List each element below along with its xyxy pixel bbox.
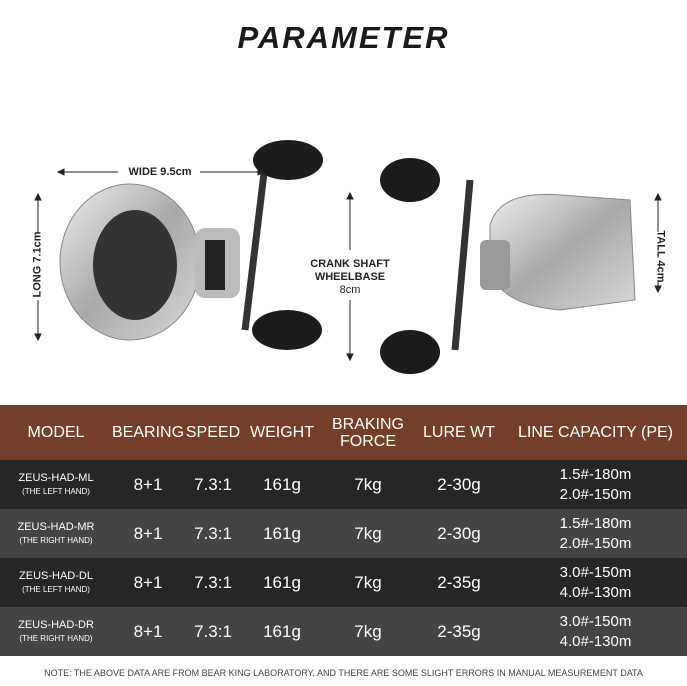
- length-label: LONG 7.1cm: [31, 231, 44, 298]
- bearing-cell: 8+1: [133, 572, 163, 592]
- capacity-line1: 3.0#-150m: [559, 563, 632, 581]
- weight-cell: 161g: [263, 523, 301, 543]
- speed-cell: 7.3:1: [194, 621, 232, 641]
- table-row: ZEUS-HAD-DL (THE LEFT HAND) 8+1 7.3:1 161…: [0, 558, 687, 607]
- model-cell: ZEUS-HAD-ML (THE LEFT HAND): [0, 472, 112, 498]
- lure-cell: 2-35g: [437, 572, 481, 592]
- model-name: ZEUS-HAD-ML: [18, 471, 94, 484]
- capacity-cell: 1.5#-180m 2.0#-150m: [504, 465, 687, 505]
- speed-cell: 7.3:1: [194, 572, 232, 592]
- braking-cell: 7kg: [354, 572, 382, 592]
- braking-cell: 7kg: [354, 523, 382, 543]
- crank-line1: CRANK SHAFT: [310, 258, 390, 270]
- tall-label: TALL 4cm: [654, 230, 667, 283]
- weight-cell: 161g: [263, 474, 301, 494]
- speed-cell: 7.3:1: [194, 523, 232, 543]
- header-model: MODEL: [27, 424, 85, 441]
- model-name: ZEUS-HAD-DR: [18, 618, 94, 631]
- model-cell: ZEUS-HAD-MR (THE RIGHT HAND): [0, 521, 112, 547]
- table-row: ZEUS-HAD-MR (THE RIGHT HAND) 8+1 7.3:1 16…: [0, 509, 687, 558]
- crank-value: 8cm: [339, 284, 361, 296]
- reel-side-view: [59, 140, 323, 350]
- capacity-line2: 2.0#-150m: [559, 485, 632, 503]
- model-name: ZEUS-HAD-MR: [17, 520, 95, 533]
- spec-table: MODEL BEARING SPEED WEIGHT BRAKING FORCE…: [0, 405, 687, 656]
- bearing-cell: 8+1: [133, 621, 163, 641]
- header-weight: WEIGHT: [250, 424, 314, 441]
- capacity-cell: 3.0#-150m 4.0#-130m: [504, 612, 687, 652]
- capacity-line2: 4.0#-130m: [559, 583, 632, 601]
- model-cell: ZEUS-HAD-DL (THE LEFT HAND): [0, 570, 112, 596]
- crank-line2: WHEELBASE: [314, 271, 386, 283]
- weight-cell: 161g: [263, 572, 301, 592]
- dimension-lines: [34, 168, 662, 362]
- table-row: ZEUS-HAD-ML (THE LEFT HAND) 8+1 7.3:1 161…: [0, 460, 687, 509]
- footnote: NOTE: THE ABOVE DATA ARE FROM BEAR KING …: [44, 668, 643, 678]
- capacity-line1: 1.5#-180m: [559, 514, 632, 532]
- model-name: ZEUS-HAD-DL: [19, 569, 93, 582]
- crank-label: CRANK SHAFT WHEELBASE 8cm: [300, 258, 400, 297]
- lure-cell: 2-35g: [437, 621, 481, 641]
- page-title: PARAMETER: [237, 20, 450, 55]
- model-cell: ZEUS-HAD-DR (THE RIGHT HAND): [0, 619, 112, 645]
- capacity-line1: 3.0#-150m: [559, 612, 632, 630]
- lure-cell: 2-30g: [437, 523, 481, 543]
- capacity-line2: 4.0#-130m: [559, 632, 632, 650]
- reel-illustration: [34, 140, 662, 374]
- bearing-cell: 8+1: [133, 474, 163, 494]
- speed-cell: 7.3:1: [194, 474, 232, 494]
- header-bearing: BEARING: [112, 424, 185, 441]
- table-header: MODEL BEARING SPEED WEIGHT BRAKING FORCE…: [0, 405, 687, 460]
- bearing-cell: 8+1: [133, 523, 163, 543]
- width-label: WIDE 9.5cm: [128, 166, 192, 178]
- header-braking: BRAKING FORCE: [331, 415, 404, 450]
- header-speed: SPEED: [185, 424, 241, 441]
- table-row: ZEUS-HAD-DR (THE RIGHT HAND) 8+1 7.3:1 16…: [0, 607, 687, 656]
- lure-cell: 2-30g: [437, 474, 481, 494]
- model-hand: (THE RIGHT HAND): [19, 633, 93, 643]
- header-lure: LURE WT: [423, 424, 495, 441]
- header-capacity: LINE CAPACITY (PE): [518, 424, 673, 441]
- reel-front-view: [380, 158, 636, 374]
- weight-cell: 161g: [263, 621, 301, 641]
- capacity-cell: 1.5#-180m 2.0#-150m: [504, 514, 687, 554]
- capacity-line1: 1.5#-180m: [559, 465, 632, 483]
- capacity-line2: 2.0#-150m: [559, 534, 632, 552]
- model-hand: (THE RIGHT HAND): [19, 535, 93, 545]
- model-hand: (THE LEFT HAND): [22, 486, 90, 496]
- model-hand: (THE LEFT HAND): [22, 584, 90, 594]
- capacity-cell: 3.0#-150m 4.0#-130m: [504, 563, 687, 603]
- braking-cell: 7kg: [354, 474, 382, 494]
- braking-cell: 7kg: [354, 621, 382, 641]
